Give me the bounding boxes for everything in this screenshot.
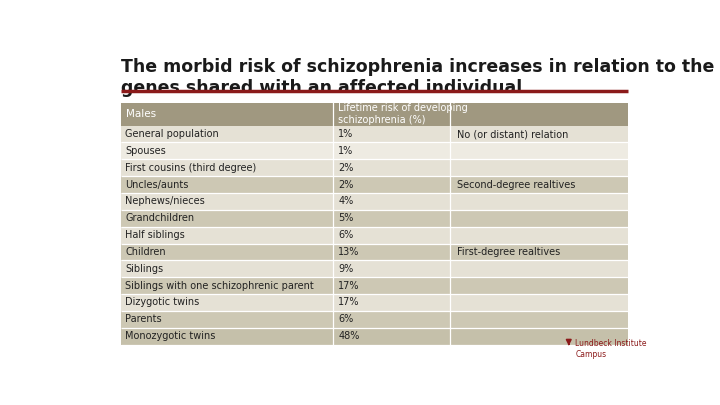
Bar — [121, 159, 629, 176]
Text: 2%: 2% — [338, 163, 354, 173]
Text: Parents: Parents — [125, 314, 162, 324]
Bar — [121, 227, 629, 243]
Bar — [121, 260, 629, 277]
Text: Spouses: Spouses — [125, 146, 166, 156]
Text: Monozygotic twins: Monozygotic twins — [125, 331, 215, 341]
Text: Males: Males — [126, 109, 156, 119]
Text: 6%: 6% — [338, 230, 354, 240]
Text: Nephews/nieces: Nephews/nieces — [125, 196, 205, 207]
Text: Siblings with one schizophrenic parent: Siblings with one schizophrenic parent — [125, 281, 314, 291]
Bar — [121, 210, 629, 227]
Text: 2%: 2% — [338, 179, 354, 190]
Text: Second-degree realtives: Second-degree realtives — [456, 179, 575, 190]
Bar — [121, 311, 629, 328]
Text: Siblings: Siblings — [125, 264, 163, 274]
Text: 48%: 48% — [338, 331, 360, 341]
Bar — [121, 243, 629, 260]
Text: 4%: 4% — [338, 196, 354, 207]
Bar — [121, 176, 629, 193]
Text: Grandchildren: Grandchildren — [125, 213, 194, 223]
Bar — [121, 126, 629, 143]
Bar — [121, 294, 629, 311]
Text: First-degree realtives: First-degree realtives — [456, 247, 560, 257]
Text: General population: General population — [125, 129, 219, 139]
Text: 13%: 13% — [338, 247, 360, 257]
Text: First cousins (third degree): First cousins (third degree) — [125, 163, 256, 173]
Text: 9%: 9% — [338, 264, 354, 274]
Bar — [121, 277, 629, 294]
Text: Half siblings: Half siblings — [125, 230, 185, 240]
Text: 1%: 1% — [338, 146, 354, 156]
Text: Lifetime risk of developing
schizophrenia (%): Lifetime risk of developing schizophreni… — [338, 103, 468, 125]
Text: 1%: 1% — [338, 129, 354, 139]
Bar — [121, 328, 629, 345]
Text: 5%: 5% — [338, 213, 354, 223]
Bar — [121, 143, 629, 159]
Text: Children: Children — [125, 247, 166, 257]
Text: Dizygotic twins: Dizygotic twins — [125, 297, 199, 307]
Text: Uncles/aunts: Uncles/aunts — [125, 179, 189, 190]
Text: 6%: 6% — [338, 314, 354, 324]
Text: The morbid risk of schizophrenia increases in relation to the percentage of
gene: The morbid risk of schizophrenia increas… — [121, 58, 720, 97]
Text: 17%: 17% — [338, 281, 360, 291]
Text: 17%: 17% — [338, 297, 360, 307]
Bar — [121, 103, 629, 126]
Text: No (or distant) relation: No (or distant) relation — [456, 129, 568, 139]
Text: Lundbeck Institute
Campus: Lundbeck Institute Campus — [575, 339, 647, 359]
Bar — [121, 193, 629, 210]
